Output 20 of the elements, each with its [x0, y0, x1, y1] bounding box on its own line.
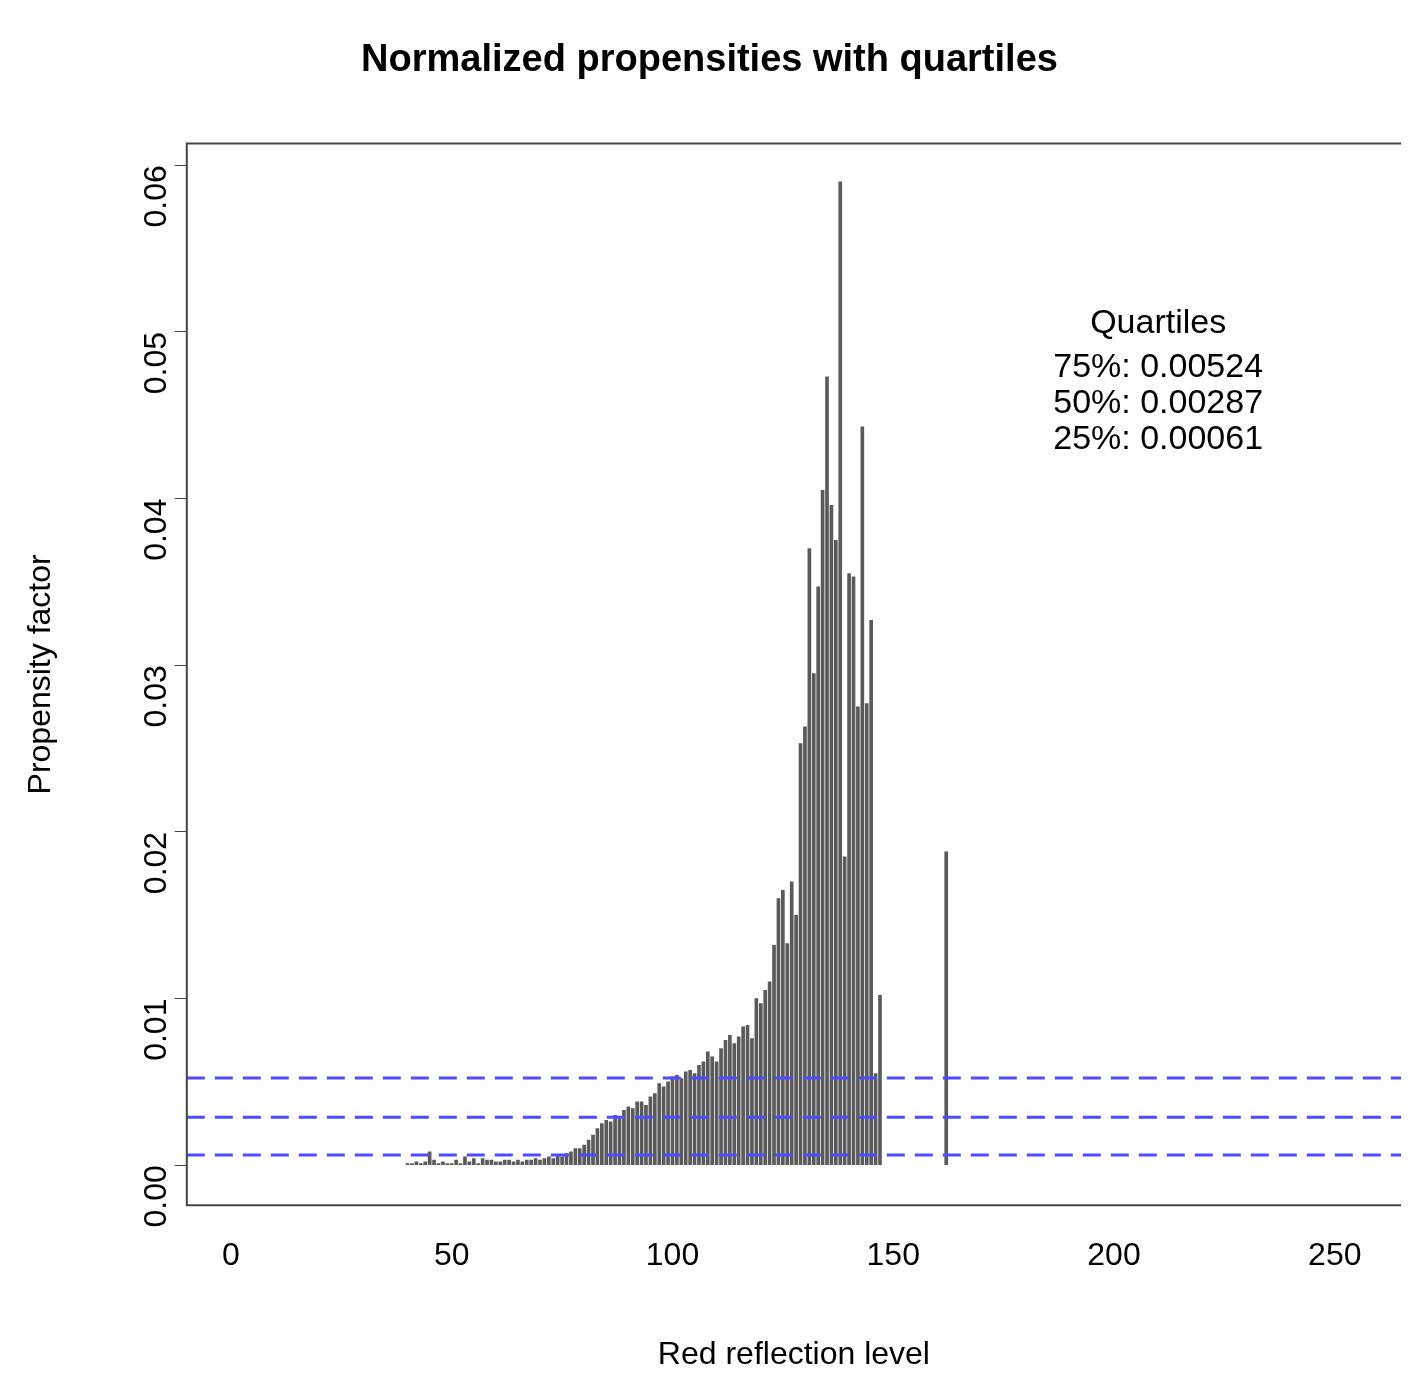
y-tick-label: 0.01 [136, 998, 173, 1061]
y-tick-label: 0.06 [136, 165, 173, 228]
y-tick-label: 0.00 [136, 1165, 173, 1228]
annotation: Quartiles [1090, 301, 1227, 340]
x-tick-label: 100 [645, 1236, 700, 1273]
x-axis-title: Red reflection level [657, 1334, 930, 1371]
y-tick-label: 0.05 [136, 331, 173, 395]
x-tick-label: 0 [222, 1236, 240, 1273]
annotation: 25%: 0.00061 [1053, 417, 1264, 456]
x-tick-label: 50 [433, 1236, 470, 1273]
x-tick-label: 250 [1308, 1236, 1362, 1273]
chart-title: Normalized propensities with quartiles [361, 37, 1058, 80]
x-tick-label: 200 [1087, 1236, 1141, 1273]
y-tick-label: 0.03 [136, 665, 173, 728]
annotation: 75%: 0.00524 [1053, 345, 1264, 384]
y-tick-label: 0.02 [136, 831, 173, 895]
y-axis-title: Propensity factor [21, 554, 58, 795]
annotation: 50%: 0.00287 [1053, 381, 1264, 420]
y-tick-label: 0.04 [136, 498, 173, 561]
x-tick-label: 150 [866, 1236, 920, 1273]
